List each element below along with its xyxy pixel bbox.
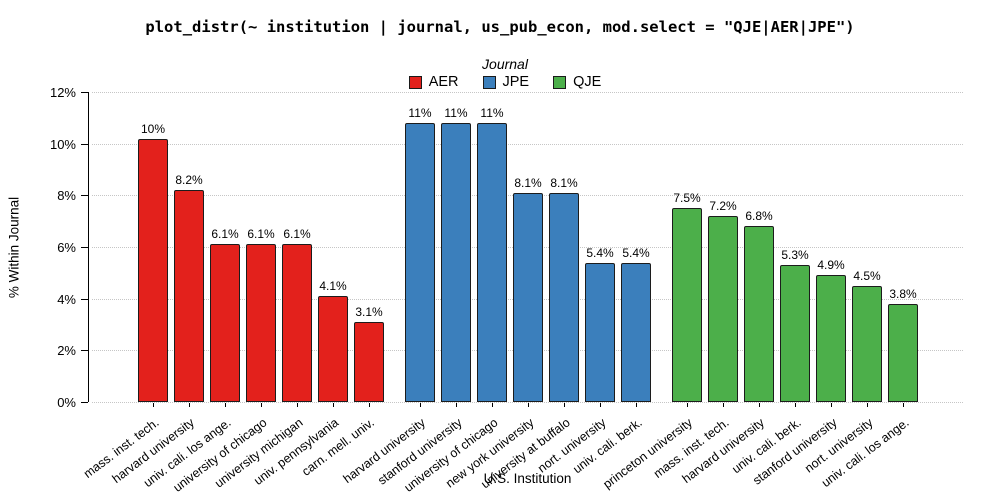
- x-axis-tick: [420, 403, 421, 407]
- x-axis-tick: [795, 403, 796, 407]
- bar-value-label: 7.2%: [709, 199, 737, 213]
- bar-value-label: 7.5%: [673, 191, 701, 206]
- bar-value-label: 8.1%: [550, 175, 578, 190]
- bar-value-label: 5.4%: [622, 245, 650, 260]
- x-axis-tick: [600, 403, 601, 407]
- legend-swatch-icon: [553, 75, 567, 89]
- bar-value-label: 8.2%: [175, 173, 203, 188]
- y-axis-tick: [81, 298, 88, 300]
- y-axis-line: [88, 92, 89, 402]
- x-axis-tick: [759, 403, 760, 407]
- bar-jpe-4: [549, 192, 579, 402]
- bar-qje-4: [816, 275, 846, 402]
- x-axis-tick: [456, 403, 457, 407]
- x-axis-tick: [723, 403, 724, 407]
- gridline: [92, 92, 963, 93]
- x-axis-tick: [528, 403, 529, 407]
- gridline: [92, 143, 963, 145]
- y-tick-label: 8%: [57, 188, 76, 204]
- x-axis-tick: [369, 403, 370, 407]
- bar-value-label: 3.8%: [889, 286, 917, 301]
- x-axis-tick: [636, 403, 637, 407]
- x-axis-tick: [831, 403, 832, 407]
- bar-aer-5: [318, 296, 348, 402]
- x-axis-tick: [297, 403, 298, 407]
- gridline: [92, 402, 963, 403]
- bar-jpe-5: [585, 262, 615, 402]
- bar-aer-3: [246, 244, 276, 402]
- legend-entry-jpe: JPE: [482, 74, 530, 90]
- y-tick-label: 10%: [49, 136, 76, 152]
- x-axis-tick: [564, 403, 565, 407]
- x-axis-tick: [867, 403, 868, 407]
- bar-aer-1: [174, 190, 204, 402]
- y-tick-label: 6%: [57, 240, 76, 255]
- x-axis-tick: [333, 403, 334, 407]
- legend-title: Journal: [482, 56, 528, 72]
- bar-value-label: 5.4%: [586, 245, 614, 260]
- bar-value-label: 11%: [444, 106, 468, 120]
- y-axis-tick: [81, 247, 88, 248]
- y-axis-title: % Within Journal: [6, 196, 22, 299]
- bar-jpe-1: [441, 123, 471, 402]
- bar-value-label: 11%: [480, 106, 504, 120]
- bar-value-label: 4.5%: [853, 268, 881, 283]
- bar-value-label: 10%: [140, 121, 166, 136]
- legend-entry-label: QJE: [573, 74, 602, 90]
- bar-aer-4: [282, 244, 312, 402]
- bar-value-label: 4.1%: [319, 279, 347, 294]
- y-tick-label: 4%: [57, 291, 76, 307]
- y-tick-label: 12%: [49, 85, 76, 100]
- y-tick-label: 2%: [57, 343, 76, 359]
- bar-jpe-2: [477, 123, 507, 402]
- legend-entry-label: AER: [428, 74, 459, 90]
- bar-value-label: 6.1%: [247, 227, 275, 242]
- bar-value-label: 11%: [408, 106, 432, 120]
- bar-jpe-6: [621, 262, 651, 402]
- bar-qje-6: [888, 303, 918, 402]
- bar-qje-1: [708, 216, 738, 402]
- legend-entry-aer: AER: [408, 74, 459, 90]
- bar-aer-2: [210, 244, 240, 402]
- legend-entry-qje: QJE: [553, 74, 601, 90]
- legend-swatch-icon: [482, 75, 496, 89]
- bar-jpe-3: [513, 192, 543, 402]
- y-axis-tick: [81, 195, 88, 197]
- x-axis-tick: [687, 403, 688, 407]
- bar-value-label: 5.3%: [781, 248, 809, 263]
- bar-value-label: 8.1%: [514, 175, 542, 190]
- legend-swatch-icon: [408, 75, 422, 89]
- bar-qje-3: [780, 265, 810, 402]
- x-axis-tick: [153, 403, 154, 407]
- bar-qje-2: [744, 226, 774, 402]
- y-axis-tick: [81, 350, 88, 352]
- x-axis-tick: [261, 403, 262, 407]
- y-axis-tick: [81, 402, 88, 403]
- bar-value-label: 3.1%: [355, 304, 383, 319]
- x-axis-tick: [189, 403, 190, 407]
- legend-entries: AER JPE QJE: [0, 74, 1000, 90]
- chart-title: plot_distr(~ institution | journal, us_p…: [145, 18, 855, 36]
- x-axis-tick: [225, 403, 226, 407]
- x-axis-tick: [492, 403, 493, 407]
- legend-entry-label: JPE: [502, 74, 530, 90]
- legend: Journal AER JPE QJE: [0, 56, 1000, 90]
- x-axis-title: U.S. Institution: [483, 471, 572, 486]
- bar-value-label: 6.1%: [283, 227, 311, 242]
- bar-aer-0: [138, 138, 168, 402]
- y-axis-tick: [81, 143, 88, 145]
- bar-value-label: 6.1%: [211, 227, 239, 242]
- bar-jpe-0: [405, 123, 435, 402]
- bar-qje-5: [852, 285, 882, 402]
- bar-value-label: 6.8%: [745, 209, 773, 224]
- y-axis-tick: [81, 92, 88, 93]
- y-tick-label: 0%: [57, 395, 76, 410]
- bar-qje-0: [672, 208, 702, 402]
- bar-value-label: 4.9%: [817, 258, 845, 273]
- bar-aer-6: [354, 321, 384, 402]
- x-axis-tick: [903, 403, 904, 407]
